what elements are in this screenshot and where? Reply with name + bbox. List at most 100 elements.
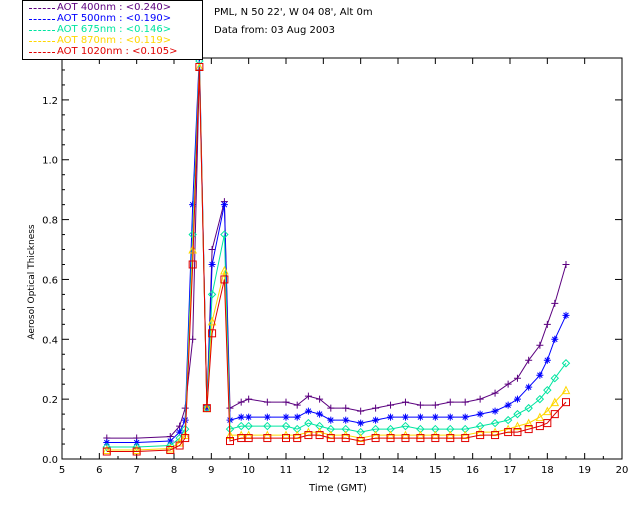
data-point xyxy=(102,445,112,455)
data-point xyxy=(357,419,365,427)
data-point xyxy=(504,401,512,409)
data-point xyxy=(281,421,291,431)
data-point xyxy=(263,421,272,431)
series-group xyxy=(102,51,571,456)
data-point xyxy=(524,418,533,428)
data-point xyxy=(202,404,211,413)
y-tick-label: 1.2 xyxy=(42,96,58,107)
data-point xyxy=(446,398,454,406)
legend-label: AOT 500nm : <0.190> xyxy=(57,13,172,24)
data-point xyxy=(513,428,522,437)
legend-swatch xyxy=(29,30,55,31)
data-point xyxy=(176,428,184,436)
data-point xyxy=(386,434,395,443)
station-info: PML, N 50 22', W 04 08', Alt 0m xyxy=(214,7,373,18)
x-tick-label: 20 xyxy=(616,465,629,476)
legend-item: AOT 870nm : <0.119> xyxy=(23,35,204,48)
data-point xyxy=(293,401,301,409)
x-tick-label: 7 xyxy=(133,465,139,476)
data-point xyxy=(535,412,545,422)
series-1 xyxy=(103,66,570,442)
data-point xyxy=(431,413,439,421)
data-point xyxy=(244,421,253,431)
data-point xyxy=(562,398,570,407)
data-point xyxy=(244,434,253,443)
data-point xyxy=(536,371,544,379)
data-point xyxy=(535,394,545,404)
data-point xyxy=(513,395,521,403)
data-point xyxy=(220,201,228,209)
x-tick-label: 19 xyxy=(578,465,591,476)
data-point xyxy=(263,413,271,421)
legend-item: AOT 675nm : <0.146> xyxy=(23,24,204,37)
data-point xyxy=(401,398,409,406)
data-point xyxy=(237,398,245,406)
legend-label: AOT 870nm : <0.119> xyxy=(57,35,172,46)
x-tick-label: 16 xyxy=(466,465,479,476)
data-point xyxy=(543,419,552,428)
series-4 xyxy=(102,62,571,455)
data-point xyxy=(236,421,246,431)
x-tick-label: 8 xyxy=(171,465,177,476)
data-point xyxy=(524,403,533,413)
data-point xyxy=(504,380,512,388)
x-tick-label: 9 xyxy=(208,465,214,476)
data-point xyxy=(207,316,217,326)
data-point xyxy=(226,437,234,446)
data-point xyxy=(175,441,184,450)
data-point xyxy=(561,359,571,368)
data-point xyxy=(165,443,175,453)
y-tick-label: 0.4 xyxy=(42,335,58,346)
data-point xyxy=(166,441,175,450)
data-point xyxy=(401,421,410,431)
data-point xyxy=(431,434,440,443)
data-point xyxy=(387,401,395,409)
data-point xyxy=(476,395,484,403)
series-line xyxy=(106,60,567,448)
x-tick-label: 12 xyxy=(317,465,330,476)
data-point xyxy=(189,335,197,343)
data-point xyxy=(357,407,365,415)
data-point xyxy=(461,434,470,443)
data-point xyxy=(341,434,350,443)
data-point xyxy=(356,437,365,446)
y-tick-label: 0.0 xyxy=(42,455,58,466)
data-point xyxy=(315,431,324,440)
y-tick-label: 0.6 xyxy=(42,275,58,286)
data-point xyxy=(446,413,454,421)
x-tick-label: 5 xyxy=(59,465,65,476)
data-point xyxy=(237,413,245,421)
data-point xyxy=(490,418,500,428)
data-point xyxy=(132,442,141,452)
data-point xyxy=(208,260,216,268)
data-point xyxy=(491,389,499,397)
data-point xyxy=(203,404,211,412)
data-point xyxy=(550,397,560,407)
data-point xyxy=(208,246,216,254)
data-point xyxy=(166,437,174,445)
data-point xyxy=(536,341,544,349)
data-point xyxy=(282,434,290,443)
data-point xyxy=(245,395,253,403)
legend-label: AOT 1020nm : <0.105> xyxy=(57,46,178,57)
data-point xyxy=(189,201,197,209)
data-point xyxy=(293,434,302,443)
data-point xyxy=(220,275,229,284)
legend-swatch xyxy=(29,8,55,9)
data-point xyxy=(166,446,175,455)
series-3 xyxy=(102,56,571,452)
data-point xyxy=(476,410,484,418)
data-point xyxy=(327,416,335,424)
data-point xyxy=(387,413,395,421)
x-tick-label: 17 xyxy=(504,465,517,476)
x-tick-label: 13 xyxy=(354,465,367,476)
series-2 xyxy=(103,51,570,447)
x-axis-label: Time (GMT) xyxy=(308,483,367,494)
data-point xyxy=(525,356,533,364)
data-point xyxy=(476,431,485,440)
data-point xyxy=(103,439,111,447)
legend-item: AOT 1020nm : <0.105> xyxy=(23,46,204,59)
data-point xyxy=(543,385,552,395)
x-tick-label: 14 xyxy=(392,465,405,476)
